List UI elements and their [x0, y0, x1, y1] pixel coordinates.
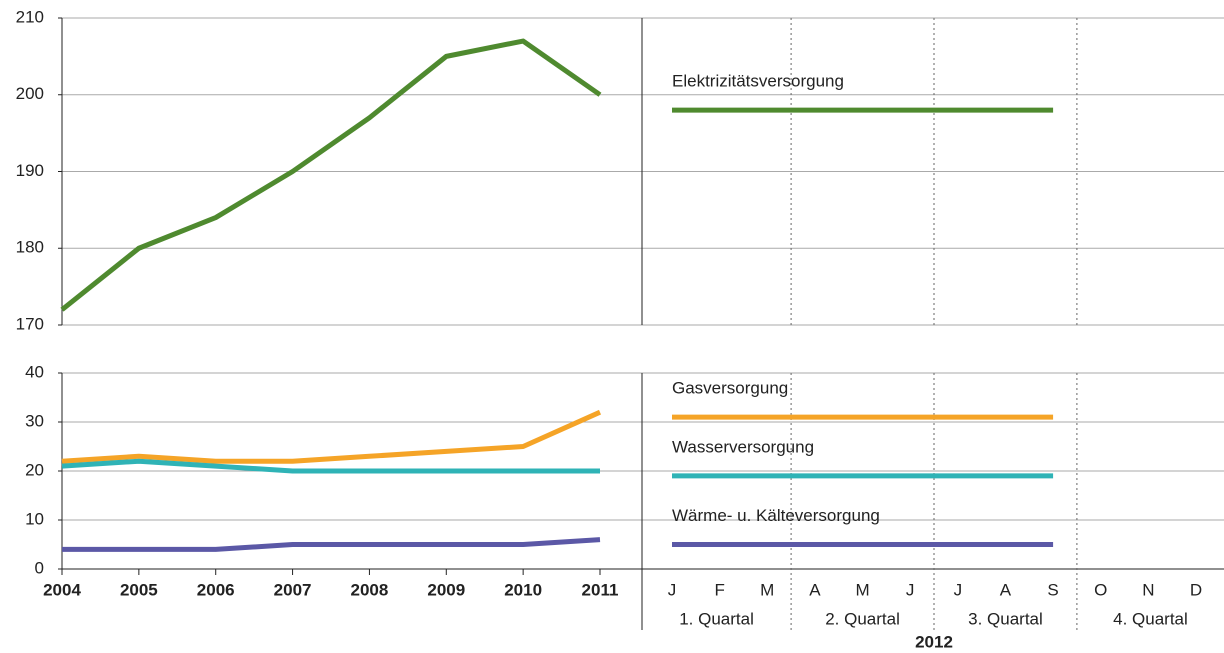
quarter-label: 3. Quartal — [968, 609, 1043, 628]
month-label: M — [855, 580, 869, 599]
y-tick-label: 40 — [25, 362, 44, 381]
quarter-label: 1. Quartal — [679, 609, 754, 628]
y-tick-label: 30 — [25, 411, 44, 430]
series-line — [60, 38, 602, 312]
series-label: Wasserversorgung — [672, 437, 814, 456]
y-tick-label: 0 — [35, 558, 44, 577]
x-tick-label: 2008 — [351, 580, 389, 599]
month-label: M — [760, 580, 774, 599]
month-label: S — [1047, 580, 1058, 599]
series-label: Gasversorgung — [672, 379, 788, 398]
x-tick-label: 2004 — [43, 580, 81, 599]
x-tick-label: 2009 — [427, 580, 465, 599]
x-tick-label: 2010 — [504, 580, 542, 599]
series-line — [61, 409, 602, 464]
y-tick-label: 10 — [25, 509, 44, 528]
month-label: N — [1142, 580, 1154, 599]
quarter-label: 4. Quartal — [1113, 609, 1188, 628]
series-label: Elektrizitätsversorgung — [672, 72, 844, 91]
y-tick-label: 20 — [25, 460, 44, 479]
y-tick-label: 210 — [16, 7, 44, 26]
month-label: J — [668, 580, 677, 599]
month-label: A — [809, 580, 821, 599]
y-tick-label: 180 — [16, 238, 44, 257]
month-label: J — [906, 580, 915, 599]
month-label: O — [1094, 580, 1107, 599]
month-label: D — [1190, 580, 1202, 599]
y-tick-label: 170 — [16, 314, 44, 333]
series-label: Wärme- u. Kälteversorgung — [672, 506, 880, 525]
x-tick-label: 2005 — [120, 580, 158, 599]
month-label: F — [714, 580, 724, 599]
x-tick-label: 2006 — [197, 580, 235, 599]
series-line — [61, 458, 600, 474]
x-tick-label: 2011 — [582, 580, 619, 599]
month-label: J — [954, 580, 963, 599]
month-label: A — [1000, 580, 1012, 599]
x-tick-label: 2007 — [274, 580, 312, 599]
series-line — [62, 537, 601, 552]
y-tick-label: 200 — [16, 84, 44, 103]
quarter-label: 2. Quartal — [825, 609, 900, 628]
year-label: 2012 — [915, 632, 953, 651]
y-tick-label: 190 — [16, 161, 44, 180]
